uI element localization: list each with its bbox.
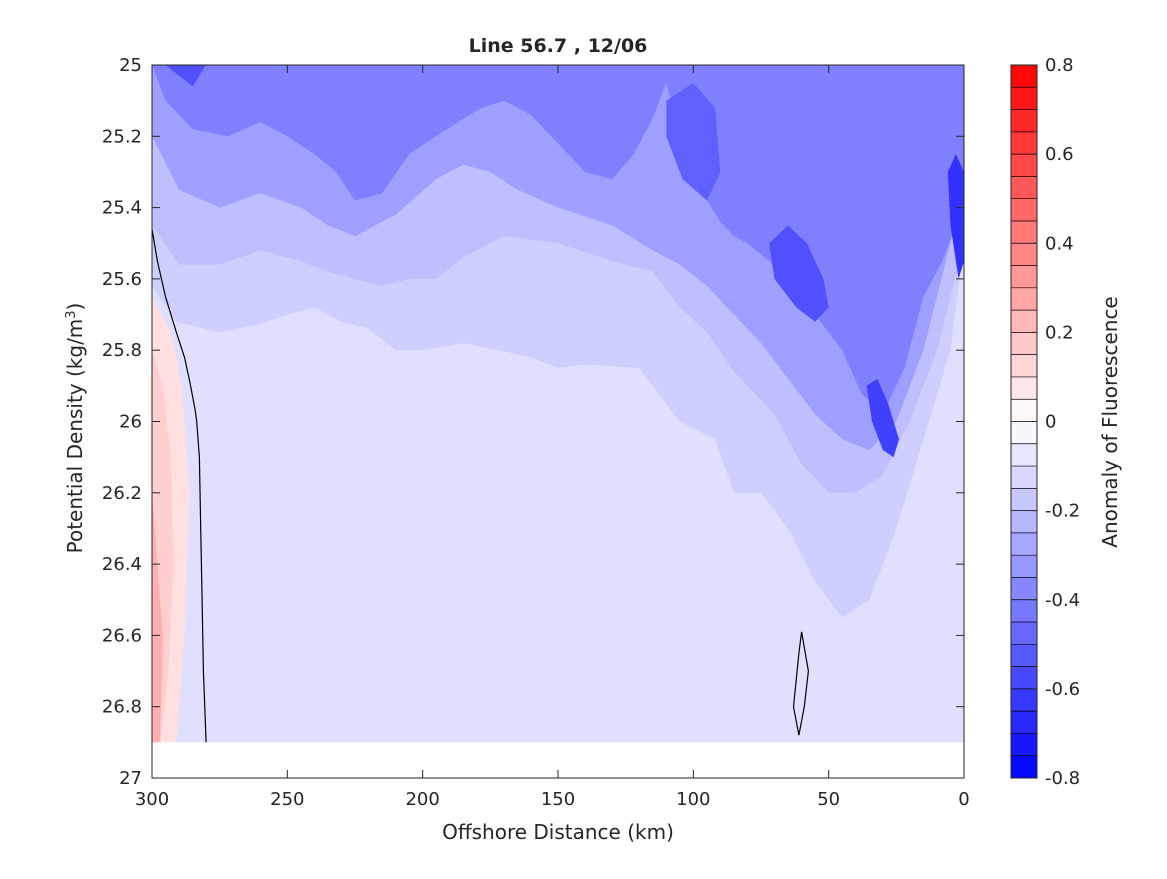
contour-region xyxy=(152,65,964,415)
y-tick-label: 25.8 xyxy=(102,340,142,361)
contour-region xyxy=(866,378,899,458)
contour-region xyxy=(947,154,964,279)
colorbar-tick-label: 0.6 xyxy=(1045,144,1074,165)
colorbar-segment xyxy=(1011,87,1037,111)
x-axis: 300 250 200 150 100 50 0 xyxy=(135,65,970,810)
colorbar-segment xyxy=(1011,65,1037,88)
colorbar-segment xyxy=(1011,376,1037,400)
colorbar-tick-label: 0.4 xyxy=(1045,233,1074,254)
colorbar: 0.8 0.6 0.4 0.2 0 -0.2 -0.4 -0.6 -0.8 xyxy=(1010,55,1080,789)
chart-title: Line 56.7 , 12/06 xyxy=(469,35,648,57)
x-tick-label: 200 xyxy=(405,789,439,810)
colorbar-segment xyxy=(1011,711,1037,734)
colorbar-tick-label: -0.4 xyxy=(1045,590,1080,611)
colorbar-segment xyxy=(1011,755,1037,779)
y-axis: 25 25.2 25.4 25.6 25.8 26 26.2 26.4 26.6 26.8 27 xyxy=(102,55,964,789)
y-tick-label: 27 xyxy=(119,768,142,789)
x-tick-label: 0 xyxy=(958,789,969,810)
colorbar-tick-label: 0.2 xyxy=(1045,322,1074,343)
colorbar-segment xyxy=(1011,443,1037,467)
y-axis-label: Potential Density (kg/m3) xyxy=(63,303,87,554)
colorbar-segment xyxy=(1011,532,1037,556)
colorbar-segment xyxy=(1011,488,1037,512)
colorbar-tick-label: -0.2 xyxy=(1045,501,1080,522)
zero-contour-line xyxy=(792,631,810,736)
y-tick-label: 26 xyxy=(119,412,142,433)
x-tick-label: 300 xyxy=(135,789,169,810)
colorbar-segment xyxy=(1011,688,1037,712)
colorbar-segment xyxy=(1011,510,1037,534)
colorbar-segment xyxy=(1011,466,1037,489)
colorbar-segment xyxy=(1011,577,1037,601)
x-tick-label: 250 xyxy=(270,789,304,810)
colorbar-segment xyxy=(1011,399,1037,422)
y-tick-label: 25.4 xyxy=(102,198,142,219)
colorbar-segment xyxy=(1011,354,1037,378)
colorbar-segment xyxy=(1011,220,1037,244)
colorbar-segment xyxy=(1011,310,1037,333)
colorbar-segment xyxy=(1011,131,1037,155)
y-axis-label-main: Potential Density (kg/m xyxy=(63,319,87,554)
colorbar-segment xyxy=(1011,332,1037,356)
colorbar-segment xyxy=(1011,287,1037,311)
y-axis-label-end: ) xyxy=(63,303,87,311)
colorbar-tick-label: 0 xyxy=(1045,412,1056,433)
colorbar-tick-label: -0.8 xyxy=(1045,768,1080,789)
plot-area xyxy=(152,65,964,778)
colorbar-tick-label: -0.6 xyxy=(1045,679,1080,700)
y-axis-label-sup: 3 xyxy=(64,310,79,318)
y-tick-label: 25 xyxy=(119,55,142,76)
y-tick-label: 26.2 xyxy=(102,483,142,504)
colorbar-segment xyxy=(1011,154,1037,177)
colorbar-segment xyxy=(1011,666,1037,690)
no-data-region xyxy=(152,742,964,778)
zero-contour-layer xyxy=(152,228,810,743)
y-tick-label: 26.8 xyxy=(102,697,142,718)
colorbar-segment xyxy=(1011,421,1037,445)
y-tick-label: 25.2 xyxy=(102,126,142,147)
colorbar-segment xyxy=(1011,644,1037,668)
y-tick-label: 25.6 xyxy=(102,269,142,290)
contour-fill-layer xyxy=(152,65,964,778)
colorbar-segment xyxy=(1011,599,1037,623)
colorbar-segment xyxy=(1011,176,1037,200)
colorbar-segment xyxy=(1011,622,1037,645)
y-tick-label: 26.6 xyxy=(102,625,142,646)
contour-region xyxy=(666,82,721,201)
colorbar-segment xyxy=(1011,243,1037,267)
y-tick-label: 26.4 xyxy=(102,554,142,575)
x-tick-label: 150 xyxy=(541,789,575,810)
colorbar-segment xyxy=(1011,265,1037,289)
colorbar-segment xyxy=(1011,109,1037,133)
colorbar-segment xyxy=(1011,733,1037,757)
colorbar-segment xyxy=(1011,198,1037,222)
colorbar-tick-label: 0.8 xyxy=(1045,55,1074,76)
contour-region xyxy=(165,65,207,87)
colorbar-label: Anomaly of Fluorescence xyxy=(1098,296,1122,547)
contour-region xyxy=(769,225,829,322)
zero-contour-line xyxy=(152,228,207,743)
x-tick-label: 100 xyxy=(676,789,710,810)
x-axis-label: Offshore Distance (km) xyxy=(442,820,674,844)
contour-region xyxy=(152,492,163,743)
x-tick-label: 50 xyxy=(817,789,840,810)
colorbar-segment xyxy=(1011,555,1037,578)
